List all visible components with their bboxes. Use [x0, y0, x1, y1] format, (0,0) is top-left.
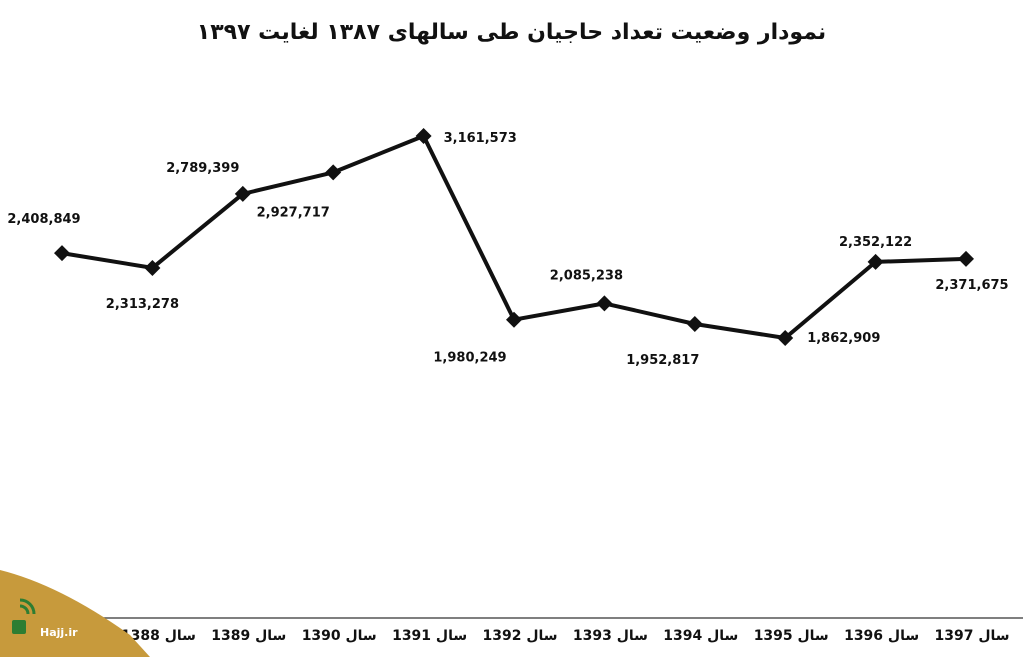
hajj-logo-icon — [12, 598, 36, 634]
x-tick-label: سال 1394 — [663, 628, 738, 644]
x-tick-label: سال 1391 — [392, 628, 467, 644]
data-point-marker — [415, 128, 432, 144]
x-tick-label: سال 1392 — [482, 628, 557, 644]
x-tick-label: سال 1390 — [302, 628, 377, 644]
watermark-corner-shape — [0, 570, 150, 657]
data-point-marker — [596, 295, 613, 312]
data-point-marker — [686, 316, 703, 333]
data-point-marker — [234, 185, 251, 202]
watermark-text: Hajj.ir — [40, 626, 78, 639]
data-value-label: 1,862,909 — [807, 331, 880, 346]
data-value-label: 2,352,122 — [839, 235, 912, 250]
data-value-label: 2,371,675 — [935, 278, 1008, 293]
data-value-label: 2,085,238 — [550, 268, 623, 283]
markers-group — [54, 128, 974, 346]
data-point-marker — [777, 330, 794, 346]
data-value-label: 2,927,717 — [257, 205, 330, 220]
data-value-label: 1,952,817 — [626, 353, 699, 368]
x-tick-label: سال 1395 — [754, 628, 829, 644]
chart-title: نمودار وضعیت تعداد حاجیان طی سالهای ۱۳۸۷… — [196, 20, 827, 45]
watermark-logo — [0, 570, 150, 657]
x-tick-label: سال 1396 — [844, 628, 919, 644]
data-value-label: 2,408,849 — [7, 212, 80, 227]
data-point-marker — [54, 245, 70, 262]
data-value-label: 2,789,399 — [166, 161, 239, 176]
x-tick-label: سال 1388 — [121, 628, 196, 644]
x-tick-label: سال 1393 — [573, 628, 648, 644]
x-tick-label: سال 1389 — [211, 628, 286, 644]
data-point-marker — [144, 259, 161, 276]
data-point-marker — [867, 253, 884, 270]
data-point-marker — [506, 311, 522, 328]
data-point-marker — [325, 164, 342, 181]
data-point-marker — [958, 250, 974, 267]
data-value-label: 3,161,573 — [444, 131, 517, 146]
value-labels-group: 2,408,849 2,313,278 2,789,399 2,927,717 3,16… — [7, 131, 1008, 368]
data-value-label: 1,980,249 — [433, 351, 506, 366]
data-value-label: 2,313,278 — [106, 297, 179, 312]
x-tick-label: سال 1397 — [934, 628, 1009, 644]
